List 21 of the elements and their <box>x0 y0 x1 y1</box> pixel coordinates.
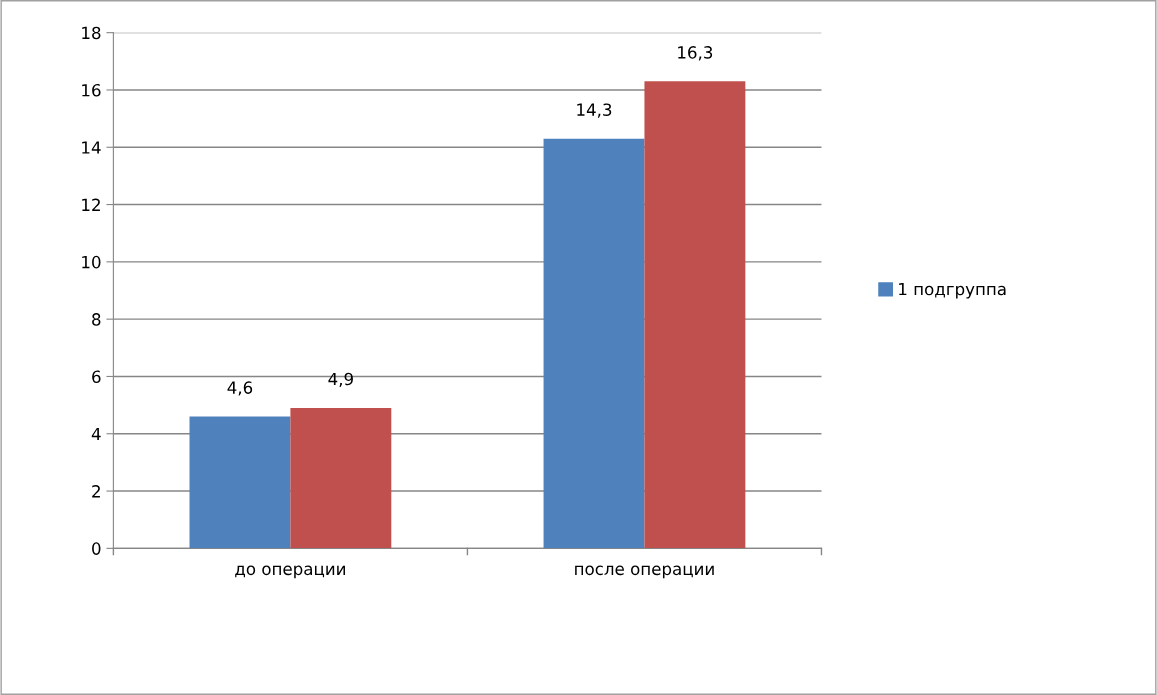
bar <box>644 81 746 549</box>
y-tick-label: 10 <box>82 255 101 269</box>
data-label: 16,3 <box>678 46 713 61</box>
y-tick-label: 18 <box>82 26 101 40</box>
y-tick-label: 4 <box>91 427 101 441</box>
data-label: 14,3 <box>577 103 612 118</box>
bar <box>543 138 645 549</box>
x-tick-label: до операции <box>235 565 345 579</box>
bar <box>189 416 291 549</box>
data-label: 4,6 <box>227 381 253 396</box>
y-tick-label: 0 <box>92 542 101 555</box>
y-tick-label: 6 <box>92 370 101 384</box>
bar <box>290 407 392 549</box>
y-tick-label: 12 <box>82 198 100 211</box>
legend-label: 1 подгруппа <box>899 282 1006 299</box>
y-tick-label: 8 <box>92 313 101 326</box>
y-tick-label: 16 <box>82 83 101 97</box>
y-tick-label: 2 <box>92 485 100 498</box>
y-tick-label: 14 <box>82 141 101 154</box>
x-tick-label: после операции <box>575 565 714 579</box>
data-label: 4,9 <box>328 372 353 387</box>
